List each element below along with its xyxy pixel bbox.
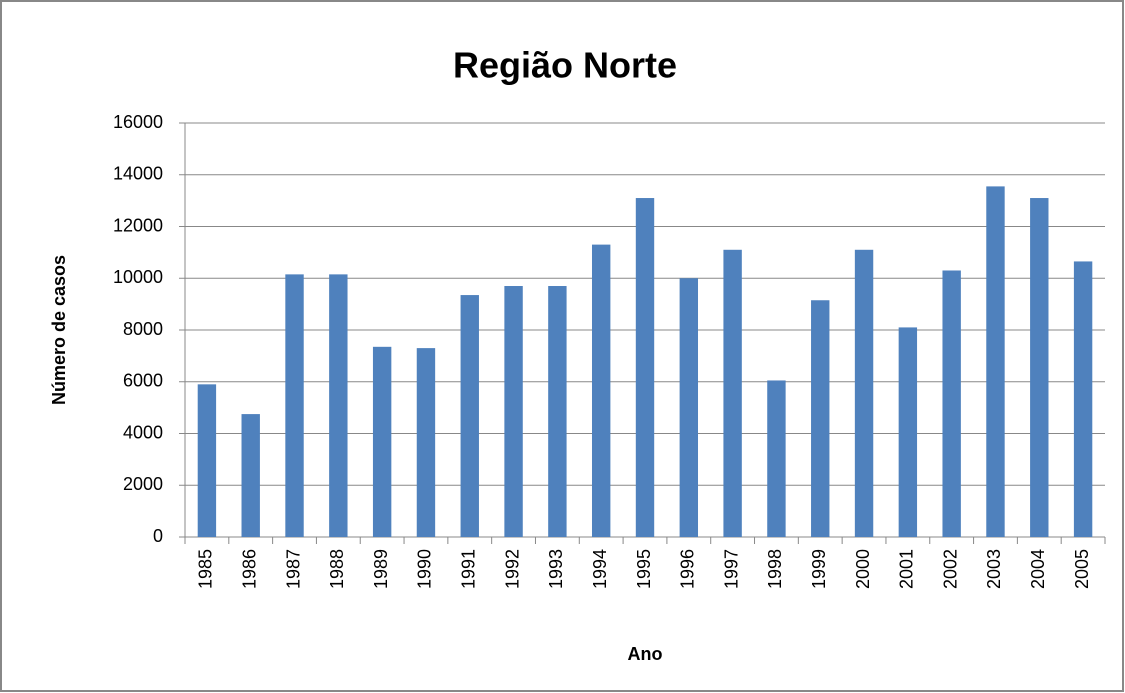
x-tick-label: 2003 [984,549,1004,589]
bar [504,286,523,537]
x-tick-label: 1994 [590,549,610,589]
bar [898,327,918,537]
x-tick-label: 2004 [1028,549,1048,589]
y-tick-label: 0 [153,526,163,546]
bar [416,348,436,537]
bar [329,274,348,537]
bar [372,346,392,537]
x-tick-label: 2000 [853,549,873,589]
y-tick-label: 12000 [113,215,163,235]
bar [767,380,786,537]
y-tick-label: 10000 [113,267,163,287]
x-tick-label: 2005 [1072,549,1092,589]
x-tick-label: 1985 [196,549,216,589]
x-tick-label: 1997 [721,549,741,589]
bar [1030,198,1049,537]
y-tick-label: 6000 [123,371,163,391]
bar [723,249,742,537]
x-tick-label: 1989 [371,549,391,589]
bar [811,300,830,537]
bar [241,414,260,537]
y-tick-label: 4000 [123,422,163,442]
bar [679,278,699,537]
y-tick-label: 16000 [113,112,163,132]
x-tick-label: 1996 [678,549,698,589]
x-tick-label: 1988 [327,549,347,589]
bar [591,244,611,538]
x-tick-label: 2002 [940,549,960,589]
bar [854,249,874,537]
y-tick-label: 2000 [123,474,163,494]
bar [460,295,479,537]
x-tick-label: 1992 [502,549,522,589]
y-axis-title: Número de casos [49,255,69,405]
bar [197,384,217,537]
bar [1073,261,1093,537]
x-tick-label: 1987 [283,549,303,589]
x-tick-label: 1993 [546,549,566,589]
x-tick-label: 1998 [765,549,785,589]
x-tick-label: 1991 [459,549,479,589]
x-tick-label: 1995 [634,549,654,589]
bar [942,270,961,537]
x-axis-title: Ano [628,644,663,664]
x-tick-label: 1986 [239,549,259,589]
x-tick-label: 2001 [897,549,917,589]
bar [635,198,655,537]
bar [986,186,1005,538]
y-tick-label: 8000 [123,319,163,339]
chart-title: Região Norte [453,45,677,86]
bar [548,286,567,537]
y-tick-label: 14000 [113,164,163,184]
x-tick-label: 1999 [809,549,829,589]
x-tick-label: 1990 [415,549,435,589]
bar [285,274,304,537]
